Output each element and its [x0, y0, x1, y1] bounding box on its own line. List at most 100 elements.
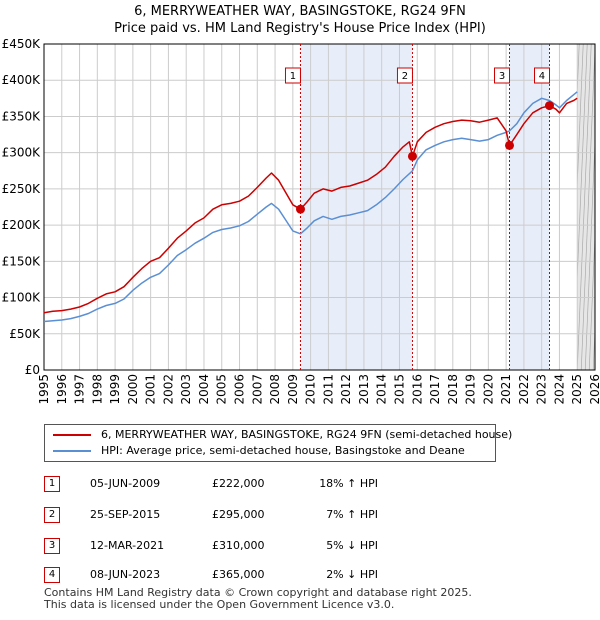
x-axis-ticks: 1995 1996 1997 1998 1999 2000 2001 2002 2003 2004… [37, 374, 600, 405]
x-tick-label: 2007 [250, 374, 264, 405]
x-tick-label: 2018 [446, 374, 460, 405]
x-tick-label: 2017 [428, 374, 442, 405]
x-tick-label: 2023 [535, 374, 549, 405]
sale-marker-3 [505, 140, 515, 150]
y-tick-label: £100K [2, 291, 42, 305]
y-tick-label: £0 [25, 363, 40, 377]
property-price-line [43, 97, 578, 314]
sale-hpi-diff: 7% ↑ HPI [326, 508, 378, 521]
sales-row-2: 2 25-SEP-2015 £295,000 7% ↑ HPI [44, 507, 544, 525]
sale-band-2 [509, 44, 550, 370]
sales-row-3: 3 12-MAR-2021 £310,000 5% ↓ HPI [44, 538, 544, 556]
y-tick-label: £350K [2, 109, 42, 123]
plot-frame [43, 43, 596, 371]
sale-price: £295,000 [212, 508, 265, 521]
chart-title: 6, MERRYWEATHER WAY, BASINGSTOKE, RG24 9… [134, 4, 466, 19]
forecast-hatch-line [577, 44, 584, 192]
sale-price: £365,000 [212, 568, 265, 581]
price-chart: 1 2 3 4 £0 £50K £100K £150K £200K £250K £300K £350… [2, 37, 600, 405]
sale-price: £222,000 [212, 477, 265, 490]
sale-number-badge: 4 [44, 567, 60, 583]
y-tick-label: £50K [9, 327, 41, 341]
legend-swatch-hpi [53, 450, 91, 452]
legend-label-hpi: HPI: Average price, semi-detached house,… [101, 444, 465, 457]
sale-marker-2 [407, 151, 417, 161]
footer-line-2: This data is licensed under the Open Gov… [44, 598, 395, 611]
sale-number-badge: 3 [44, 538, 60, 554]
sale-flag-box-3 [494, 67, 511, 84]
y-tick-label: £300K [2, 146, 42, 160]
sale-markers [295, 101, 554, 214]
y-tick-label: £250K [2, 182, 42, 196]
legend-label-property: 6, MERRYWEATHER WAY, BASINGSTOKE, RG24 9… [101, 428, 513, 441]
x-tick-label: 2012 [339, 374, 353, 405]
legend-item-property: 6, MERRYWEATHER WAY, BASINGSTOKE, RG24 9… [53, 427, 512, 443]
x-tick-label: 1996 [55, 374, 69, 405]
x-tick-label: 2010 [304, 374, 318, 405]
x-tick-label: 2016 [410, 374, 424, 405]
sale-flag-label-4: 4 [539, 71, 545, 82]
x-tick-label: 2011 [321, 374, 335, 405]
forecast-hatch [561, 44, 596, 370]
x-tick-label: 2009 [286, 374, 300, 405]
sale-number-badge: 1 [44, 476, 60, 492]
footer-line-1: Contains HM Land Registry data © Crown c… [44, 586, 472, 599]
x-tick-label: 2013 [357, 374, 371, 405]
forecast-hatch-line [577, 44, 588, 286]
x-tick-label: 2002 [161, 374, 175, 405]
sale-flag-label-3: 3 [499, 71, 505, 82]
legend-item-hpi: HPI: Average price, semi-detached house,… [53, 443, 465, 459]
forecast-hatch-line [577, 44, 592, 370]
sale-date: 25-SEP-2015 [90, 508, 161, 521]
chart-title-block: 6, MERRYWEATHER WAY, BASINGSTOKE, RG24 9… [0, 3, 600, 37]
sale-marker-1 [295, 204, 305, 214]
x-tick-label: 2015 [392, 374, 406, 405]
footer-notice: Contains HM Land Registry data © Crown c… [44, 587, 472, 611]
forecast-area [577, 44, 595, 370]
series-lines [43, 91, 578, 323]
sale-date: 12-MAR-2021 [90, 539, 165, 552]
y-tick-label: £450K [2, 37, 42, 51]
sale-flag-box-1 [284, 67, 301, 84]
sale-hpi-diff: 18% ↑ HPI [319, 477, 378, 490]
x-tick-label: 2014 [375, 374, 389, 405]
x-tick-label: 1998 [90, 374, 104, 405]
sale-number-badge: 2 [44, 507, 60, 523]
sale-flag-box-2 [396, 67, 413, 84]
x-tick-label: 2021 [499, 374, 513, 405]
forecast-hatch-line [580, 44, 596, 370]
sale-marker-4 [544, 101, 554, 111]
x-tick-label: 2019 [464, 374, 478, 405]
x-tick-label: 2001 [144, 374, 158, 405]
legend-swatch-property [53, 434, 91, 436]
sale-price: £310,000 [212, 539, 265, 552]
x-tick-label: 1995 [37, 374, 51, 405]
x-tick-label: 2008 [268, 374, 282, 405]
forecast-hatch-line [588, 227, 596, 370]
sale-flag-label-2: 2 [402, 71, 408, 82]
x-tick-label: 2005 [215, 374, 229, 405]
chart-subtitle: Price paid vs. HM Land Registry's House … [114, 21, 486, 36]
sale-date: 05-JUN-2009 [90, 477, 161, 490]
y-axis-ticks: £0 £50K £100K £150K £200K £250K £300K £350K £400… [2, 37, 42, 377]
sale-flag-label-1: 1 [290, 71, 296, 82]
sale-flags: 1 2 3 4 [284, 67, 550, 84]
y-tick-label: £150K [2, 254, 42, 268]
sale-hpi-diff: 5% ↓ HPI [326, 539, 378, 552]
forecast-hatch-line [561, 44, 575, 370]
x-tick-label: 2006 [233, 374, 247, 405]
legend: 6, MERRYWEATHER WAY, BASINGSTOKE, RG24 9… [44, 424, 512, 462]
x-tick-label: 2020 [481, 374, 495, 405]
x-tick-label: 1997 [73, 374, 87, 405]
x-tick-label: 2025 [570, 374, 584, 405]
x-tick-label: 2004 [197, 374, 211, 405]
sale-bands [300, 44, 550, 370]
sales-row-1: 1 05-JUN-2009 £222,000 18% ↑ HPI [44, 476, 544, 494]
y-tick-label: £200K [2, 218, 42, 232]
grid-lines [44, 44, 595, 370]
sale-date: 08-JUN-2023 [90, 568, 161, 581]
sale-band-1 [300, 44, 413, 370]
x-tick-label: 2026 [588, 374, 600, 405]
sales-row-4: 4 08-JUN-2023 £365,000 2% ↓ HPI [44, 567, 544, 585]
forecast-hatch-line [584, 134, 596, 370]
